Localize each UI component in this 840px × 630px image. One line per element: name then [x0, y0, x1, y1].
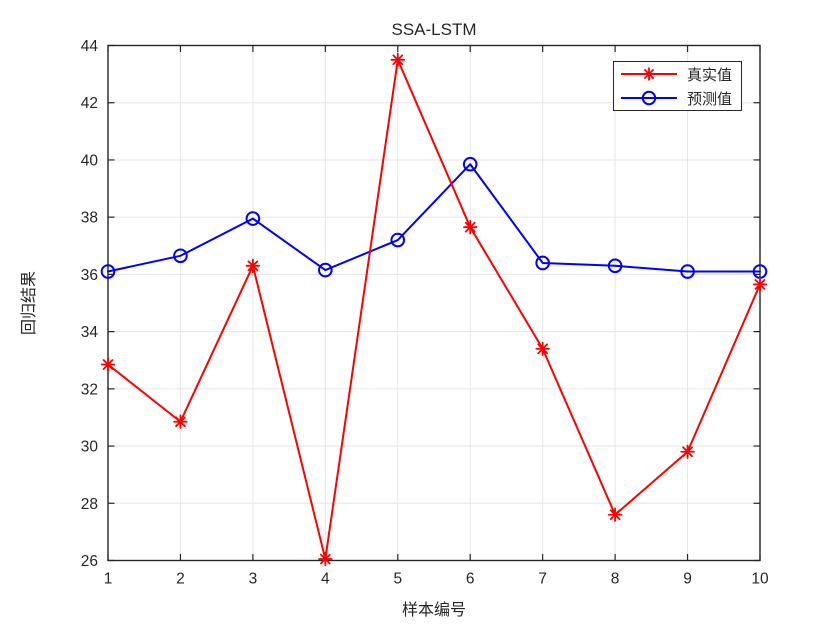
legend-item-real: 真实值: [614, 62, 741, 86]
axes-box: [107, 44, 761, 562]
x-tick-label: 6: [466, 571, 475, 588]
series-line-real: [107, 58, 761, 561]
marker-asterisk-real: [100, 357, 116, 372]
y-axis-label: 回归结果: [21, 270, 38, 336]
marker-asterisk-real: [752, 277, 768, 292]
marker-circle-predicted: [173, 248, 188, 264]
marker-asterisk-real: [535, 341, 550, 356]
plot-background: [108, 45, 760, 561]
y-tick-label: 40: [81, 152, 99, 169]
y-tick-label: 34: [81, 324, 99, 341]
marker-circle-predicted: [318, 262, 333, 278]
x-tick-label: 9: [683, 571, 692, 588]
y-tick-label: 26: [81, 553, 98, 570]
marker-circle-predicted: [462, 156, 478, 172]
x-tick-label: 2: [176, 571, 185, 588]
marker-asterisk-real: [463, 219, 478, 235]
legend-sample-predicted-line-circle-icon: [621, 90, 677, 106]
marker-asterisk-real: [607, 507, 623, 522]
chart-title: SSA-LSTM: [391, 20, 477, 39]
marker-asterisk-real: [245, 258, 261, 274]
legend-label-real: 真实值: [687, 66, 733, 84]
marker-circle-predicted: [245, 211, 261, 226]
marker-circle-predicted: [607, 258, 623, 274]
y-tick-label: 42: [81, 95, 98, 112]
marker-asterisk-real: [173, 414, 188, 429]
marker-circle-predicted: [100, 264, 116, 279]
marker-asterisk-real: [680, 444, 695, 459]
x-tick-label: 8: [611, 571, 620, 588]
x-tick-label: 3: [249, 571, 258, 588]
marker-circle-predicted: [390, 232, 406, 248]
y-tick-label: 36: [81, 267, 98, 284]
y-tick-label: 30: [81, 439, 99, 456]
series-line-predicted: [107, 163, 761, 273]
legend-sample-real-line-asterisk-icon: [621, 67, 677, 81]
x-tick-label: 4: [321, 571, 330, 588]
x-tick-label: 10: [751, 571, 769, 588]
marker-circle-predicted: [680, 264, 695, 279]
legend: 真实值 预测值: [613, 61, 742, 111]
x-axis-label: 样本编号: [401, 602, 466, 619]
x-tick-label: 1: [104, 571, 113, 588]
x-tick-label: 7: [538, 571, 547, 588]
legend-item-predicted: 预测值: [614, 86, 741, 110]
marker-asterisk-real: [318, 551, 333, 567]
y-tick-label: 38: [81, 210, 98, 227]
legend-label-predicted: 预测值: [687, 90, 733, 108]
x-tick-label: 5: [393, 571, 402, 588]
marker-asterisk-real: [390, 52, 405, 68]
y-tick-label: 44: [81, 38, 99, 55]
y-tick-label: 28: [81, 496, 98, 513]
y-tick-label: 32: [81, 381, 98, 398]
marker-circle-predicted: [535, 255, 550, 271]
